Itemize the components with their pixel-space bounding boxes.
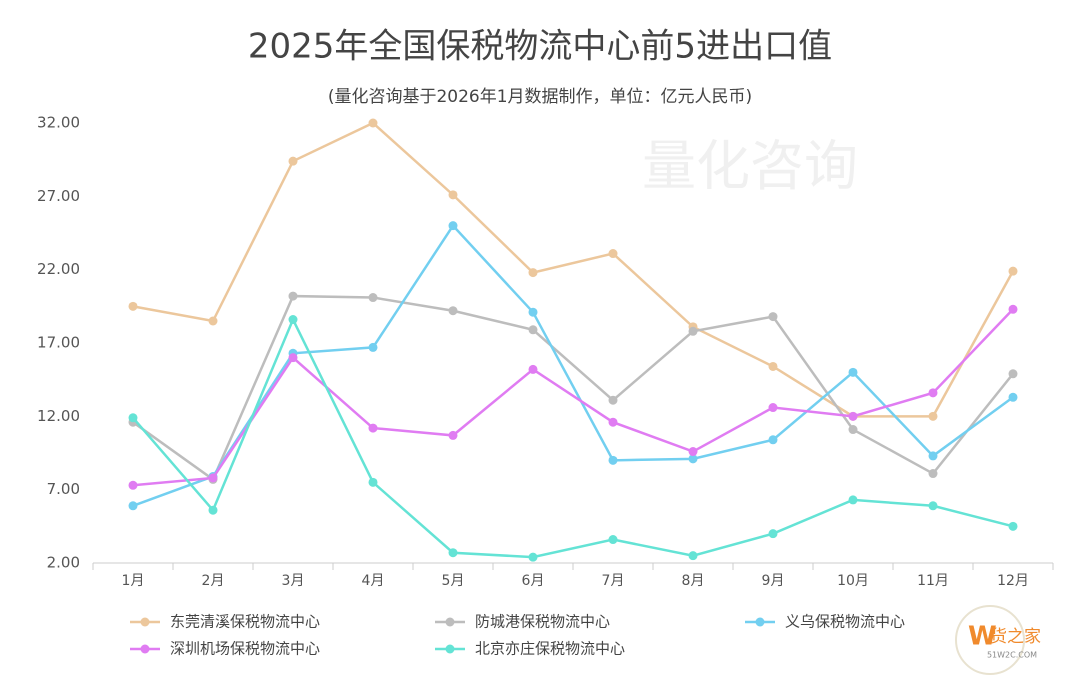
legend-marker [445,644,455,654]
data-point [448,306,458,316]
logo-w: W [968,622,997,652]
x-tick-label: 12月 [997,573,1029,589]
y-tick-label: 7.00 [47,480,80,498]
data-point [368,293,378,303]
data-point [768,312,778,322]
data-point [368,423,378,433]
data-point [1008,392,1018,402]
data-point [848,411,858,421]
series-line [132,316,1014,559]
data-point [288,291,298,301]
y-tick-label: 32.00 [37,114,80,132]
data-point [688,447,698,457]
series-line [132,294,1014,482]
legend-label: 义乌保税物流中心 [785,613,905,631]
x-tick-label: 7月 [602,573,625,589]
legend-marker [140,644,150,654]
data-point [928,388,938,398]
data-point [928,411,938,421]
data-point [768,529,778,539]
legend-label: 防城港保税物流中心 [475,613,610,631]
data-point [448,221,458,231]
x-tick-label: 2月 [202,573,225,589]
data-point [1008,304,1018,314]
chart-title: 2025年全国保税物流中心前5进出口值 [248,27,832,67]
data-point [448,430,458,440]
series-line [132,223,1014,507]
x-tick-label: 6月 [522,573,545,589]
data-point [848,367,858,377]
data-point [528,364,538,374]
data-point [528,268,538,278]
data-point [1008,521,1018,531]
data-point [928,451,938,461]
data-point [608,249,618,259]
chart-subtitle: (量化咨询基于2026年1月数据制作，单位：亿元人民币) [328,87,752,107]
x-tick-label: 1月 [122,573,145,589]
data-point [608,455,618,465]
data-point [688,551,698,561]
data-point [288,315,298,325]
watermark: 量化咨询 [642,135,858,198]
x-tick-label: 10月 [837,573,869,589]
data-point [368,118,378,128]
data-point [608,417,618,427]
logo-text: 货之家 [990,627,1041,647]
x-tick-label: 9月 [762,573,785,589]
data-point [688,454,698,464]
data-point [448,548,458,558]
data-point [608,535,618,545]
data-point [848,495,858,505]
series-line [132,308,1014,487]
data-point [368,342,378,352]
x-tick-label: 3月 [282,573,305,589]
data-point [768,361,778,371]
legend-label: 北京亦庄保税物流中心 [475,640,625,658]
y-tick-label: 12.00 [37,407,80,425]
data-point [368,477,378,487]
data-point [528,552,538,562]
data-point [928,501,938,511]
x-tick-label: 5月 [442,573,465,589]
data-point [128,501,138,511]
data-point [288,156,298,166]
data-point [848,425,858,435]
data-point [448,190,458,200]
x-tick-label: 11月 [917,573,949,589]
data-point [528,325,538,335]
x-tick-label: 8月 [682,573,705,589]
y-tick-label: 17.00 [37,334,80,352]
data-point [288,353,298,363]
x-tick-label: 4月 [362,573,385,589]
legend-marker [140,617,150,627]
legend-marker [755,617,765,627]
y-tick-label: 2.00 [47,554,80,572]
y-tick-label: 22.00 [37,260,80,278]
legend-label: 深圳机场保税物流中心 [170,640,320,658]
data-point [208,505,218,515]
data-point [1008,369,1018,379]
data-point [1008,266,1018,276]
data-point [208,316,218,326]
data-point [768,435,778,445]
data-point [768,403,778,413]
data-point [528,307,538,317]
legend-marker [445,617,455,627]
series-line [132,121,1015,418]
legend-label: 东莞清溪保税物流中心 [170,613,320,631]
data-point [128,301,138,311]
y-tick-label: 27.00 [37,187,80,205]
logo-url: 51W2C.COM [987,651,1037,660]
logo-ring [955,605,1025,675]
data-point [128,480,138,490]
data-point [128,413,138,423]
data-point [208,473,218,483]
data-point [928,469,938,479]
data-point [688,326,698,336]
data-point [608,395,618,405]
